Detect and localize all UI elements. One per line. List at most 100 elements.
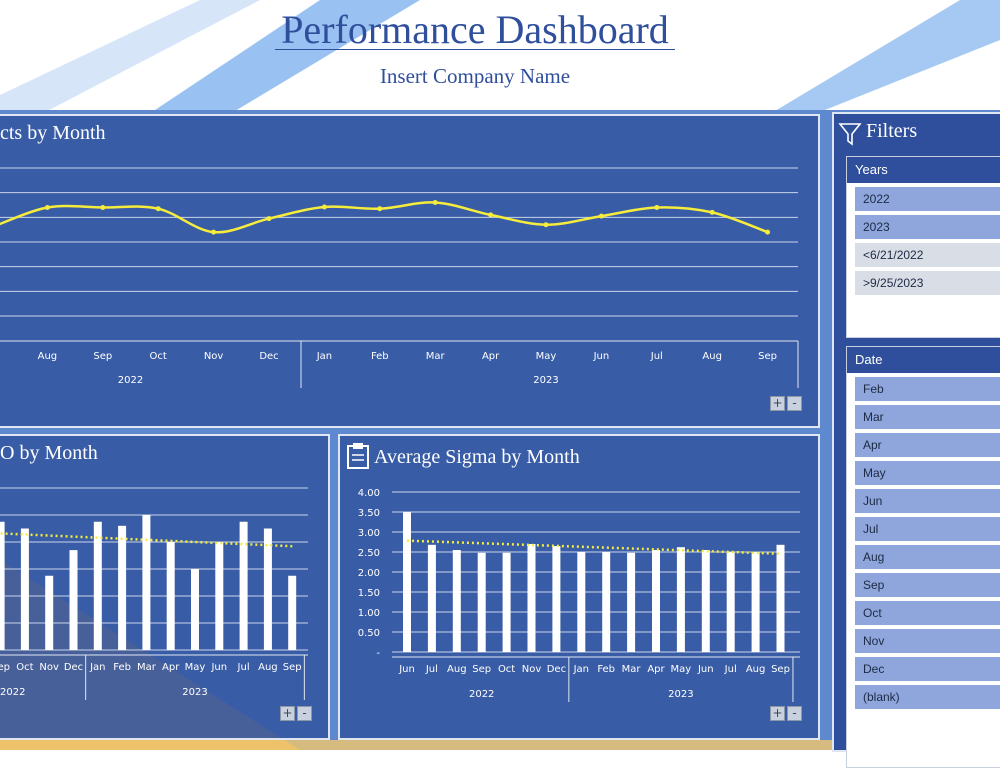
bar xyxy=(477,552,486,652)
x-tick-label: Jul xyxy=(425,664,438,675)
x-group-label: 2023 xyxy=(668,689,693,700)
line-point xyxy=(432,200,438,206)
sigma-zoom-controls: + - xyxy=(770,706,802,721)
date-slicer-item[interactable]: Apr xyxy=(855,433,1000,457)
bar xyxy=(20,528,29,650)
defects-by-month-panel: cts by Month lAugSepOctNovDecJanFebMarAp… xyxy=(0,114,820,428)
x-tick-label: Aug xyxy=(702,351,722,362)
sigma-by-month-panel: Average Sigma by Month - 0.50 1.00 1.50 2.00… xyxy=(338,434,820,740)
date-slicer-item[interactable]: Jul xyxy=(855,517,1000,541)
bar xyxy=(288,575,297,650)
sigma-bar-chart: - 0.50 1.00 1.50 2.00 2.50 3.00 3.50 4.00 Jun Jul A… xyxy=(358,488,800,702)
line-point xyxy=(100,204,106,210)
line-point xyxy=(155,206,161,212)
x-tick-label: Dec xyxy=(64,662,83,673)
x-tick-label: Apr xyxy=(647,664,665,675)
date-slicer-item[interactable]: May xyxy=(855,461,1000,485)
line-point xyxy=(44,204,50,210)
x-tick-label: Mar xyxy=(137,662,157,673)
bar xyxy=(403,512,411,652)
years-slicer-item[interactable]: 2022 xyxy=(855,187,1000,211)
date-slicer-item[interactable]: Jun xyxy=(855,489,1000,513)
bar xyxy=(452,550,461,652)
collapse-button[interactable]: - xyxy=(787,396,802,411)
x-tick-label: Dec xyxy=(547,664,566,675)
years-slicer-item[interactable]: >9/25/2023 xyxy=(855,271,1000,295)
x-tick-label: Aug xyxy=(258,662,278,673)
x-tick-label: Jun xyxy=(210,662,227,673)
line-point xyxy=(543,222,549,228)
bar xyxy=(776,544,785,652)
y-tick-label: 2.50 xyxy=(358,548,380,559)
x-tick-label: Jun xyxy=(697,664,714,675)
bar xyxy=(701,550,710,652)
dpmo-bar-chart: Sep Oct Nov Dec Jan Feb Mar Apr May Jun Jul Aug Sep 2… xyxy=(0,487,308,700)
x-tick-label: Oct xyxy=(150,351,167,362)
y-tick-label: 2.00 xyxy=(358,568,380,579)
x-tick-label: Feb xyxy=(597,664,615,675)
defects-line-chart: lAugSepOctNovDecJanFebMarAprMayJunJulAug… xyxy=(0,167,799,388)
expand-button[interactable]: + xyxy=(770,706,785,721)
bar xyxy=(627,552,636,652)
date-slicer-item[interactable]: Nov xyxy=(855,629,1000,653)
years-slicer-item[interactable]: <6/21/2022 xyxy=(855,243,1000,267)
x-tick-label: Mar xyxy=(426,351,446,362)
bar xyxy=(751,552,760,652)
date-slicer-item[interactable]: Oct xyxy=(855,601,1000,625)
x-tick-label: Dec xyxy=(259,351,278,362)
x-tick-label: Oct xyxy=(16,662,33,673)
y-tick-label: 1.00 xyxy=(358,608,380,619)
page-title: Performance Dashboard xyxy=(281,7,669,52)
bar xyxy=(142,515,151,650)
expand-button[interactable]: + xyxy=(770,396,785,411)
years-slicer-label: Years xyxy=(855,162,888,177)
years-slicer-items: 2022 2023 <6/21/2022 >9/25/2023 xyxy=(847,187,1000,295)
dashboard-header: Performance Dashboard Insert Company Nam… xyxy=(0,0,1000,100)
expand-button[interactable]: + xyxy=(280,706,295,721)
date-slicer-item[interactable]: Feb xyxy=(855,377,1000,401)
line-point xyxy=(321,204,327,210)
date-slicer-item[interactable]: Sep xyxy=(855,573,1000,597)
date-slicer-item[interactable]: (blank) xyxy=(855,685,1000,709)
bar xyxy=(191,569,199,650)
bar xyxy=(93,521,102,650)
bar xyxy=(215,542,224,650)
dpmo-by-month-panel: O by Month Sep Oct Nov Dec Jan Feb Mar Apr May Ju… xyxy=(0,434,330,740)
date-slicer-item[interactable]: Dec xyxy=(855,657,1000,681)
x-tick-label: Sep xyxy=(0,662,10,673)
years-slicer-header: Years ☰ xyxy=(847,157,1000,183)
line-point xyxy=(266,216,272,222)
x-tick-label: May xyxy=(671,664,692,675)
date-slicer-item[interactable]: Aug xyxy=(855,545,1000,569)
x-tick-label: Mar xyxy=(622,664,642,675)
y-tick-label: 1.50 xyxy=(358,588,380,599)
date-slicer-item[interactable]: Mar xyxy=(855,405,1000,429)
bar xyxy=(239,521,248,650)
bar xyxy=(552,546,561,652)
years-slicer-item[interactable]: 2023 xyxy=(855,215,1000,239)
bar xyxy=(577,552,586,652)
dpmo-chart-title: O by Month xyxy=(0,442,98,464)
line-point xyxy=(654,204,660,210)
x-tick-label: Aug xyxy=(38,351,58,362)
y-tick-label: 4.00 xyxy=(358,488,380,499)
x-tick-label: Jan xyxy=(573,664,589,675)
x-tick-label: Aug xyxy=(746,664,766,675)
trendline xyxy=(0,532,293,548)
dpmo-zoom-controls: + - xyxy=(280,706,312,721)
trendline xyxy=(406,539,781,555)
x-tick-label: Nov xyxy=(204,351,224,362)
y-tick-label: 0.50 xyxy=(358,628,380,639)
y-tick-label: 3.50 xyxy=(358,508,380,519)
x-tick-label: Nov xyxy=(39,662,59,673)
collapse-button[interactable]: - xyxy=(787,706,802,721)
years-slicer: Years ☰ 2022 2023 <6/21/2022 >9/25/2023 xyxy=(846,156,1000,338)
collapse-button[interactable]: - xyxy=(297,706,312,721)
x-tick-label: Feb xyxy=(371,351,389,362)
x-tick-label: Jul xyxy=(724,664,737,675)
x-tick-label: Oct xyxy=(498,664,515,675)
bar xyxy=(652,550,660,652)
x-tick-label: Jul xyxy=(237,662,250,673)
defects-chart-title: cts by Month xyxy=(0,122,106,144)
bar xyxy=(602,552,611,652)
